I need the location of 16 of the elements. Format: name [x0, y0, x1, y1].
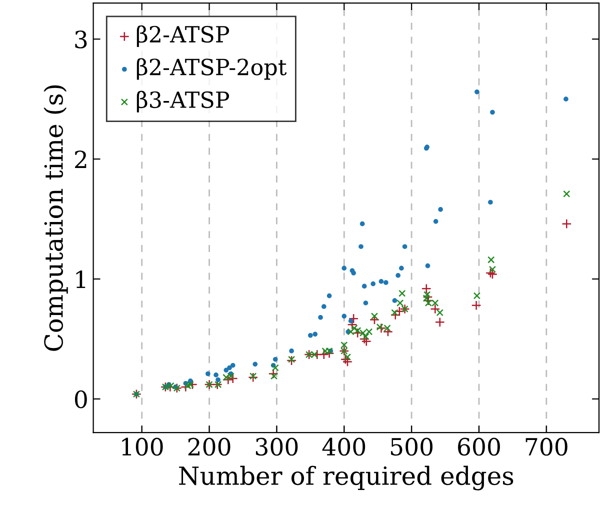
x-tick-label: 500: [391, 438, 433, 456]
y-tick-label: 0: [74, 390, 87, 408]
y-axis-title: Computation time (s): [44, 85, 68, 351]
legend-label: β2-ATSP: [136, 25, 230, 47]
y-tick-label: 3: [75, 30, 87, 48]
x-tick-label: 200: [188, 438, 230, 456]
x-axis-title: Number of required edges: [179, 466, 514, 490]
y-tick-label: 2: [75, 150, 86, 168]
x-tick-label: 700: [526, 438, 568, 456]
legend-label: β2-ATSP-2opt: [136, 58, 287, 80]
legend-label: β3-ATSP: [136, 90, 230, 112]
x-tick-label: 300: [256, 438, 298, 456]
x-tick-label: 400: [322, 438, 366, 456]
x-tick-label: 100: [122, 438, 163, 456]
x-tick-label: 600: [458, 438, 500, 456]
y-tick-label: 1: [76, 270, 86, 288]
